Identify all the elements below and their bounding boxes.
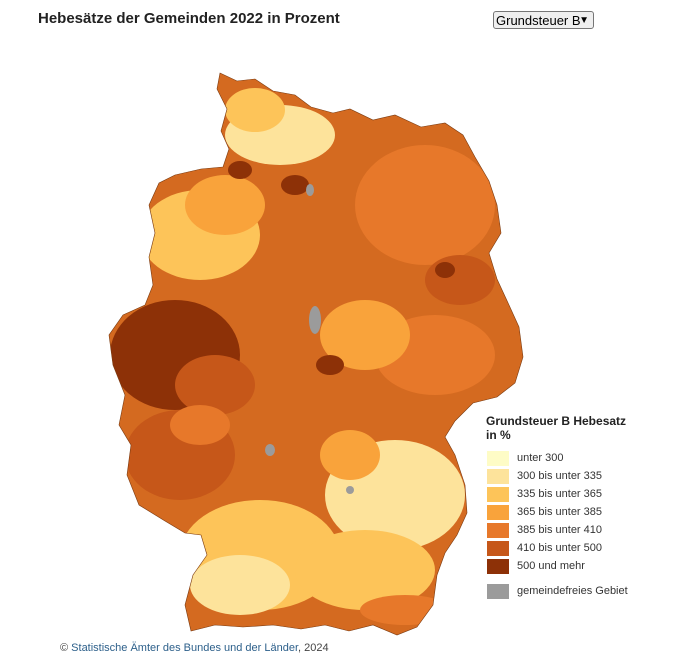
source-prefix: © — [60, 642, 72, 654]
legend-label: 410 bis unter 500 — [517, 542, 603, 554]
legend-item-gemeindefrei: gemeindefreies Gebiet — [486, 583, 666, 601]
legend-swatch — [487, 451, 509, 466]
legend-item: 410 bis unter 500 — [486, 540, 666, 558]
legend-label: gemeindefreies Gebiet — [517, 585, 628, 597]
legend-label: 335 bis unter 365 — [517, 488, 603, 500]
map-legend: Grundsteuer B Hebesatz in % unter 300 300… — [486, 414, 666, 601]
legend-swatch — [487, 505, 509, 520]
legend-label: 500 und mehr — [517, 560, 585, 572]
map-region — [281, 175, 309, 195]
map-region — [320, 300, 410, 370]
legend-swatch — [487, 541, 509, 556]
map-region — [309, 306, 321, 334]
map-region — [265, 444, 275, 456]
map-region — [360, 595, 450, 625]
map-region — [190, 555, 290, 615]
legend-label: unter 300 — [517, 452, 564, 464]
map-region — [435, 262, 455, 278]
legend-item: 385 bis unter 410 — [486, 522, 666, 540]
germany-choropleth-map — [108, 72, 524, 636]
legend-label: 385 bis unter 410 — [517, 524, 603, 536]
map-region — [225, 88, 285, 132]
map-region — [306, 184, 314, 196]
legend-swatch — [487, 487, 509, 502]
source-link[interactable]: Statistische Ämter des Bundes und der Lä… — [71, 642, 299, 654]
map-region — [175, 355, 255, 415]
map-region — [320, 430, 380, 480]
map-region — [355, 145, 495, 265]
tax-type-select[interactable]: Grundsteuer B ▼ — [493, 11, 594, 29]
legend-title: Grundsteuer B Hebesatz in % — [486, 414, 627, 442]
legend-label: 365 bis unter 385 — [517, 506, 603, 518]
map-region — [185, 175, 265, 235]
legend-item: 335 bis unter 365 — [486, 486, 666, 504]
legend-item: unter 300 — [486, 450, 666, 468]
map-region — [228, 161, 252, 179]
legend-swatch — [487, 584, 509, 599]
map-title: Hebesätze der Gemeinden 2022 in Prozent — [38, 10, 340, 27]
legend-swatch — [487, 523, 509, 538]
legend-swatch — [487, 469, 509, 484]
map-region — [170, 405, 230, 445]
legend-label: 300 bis unter 335 — [517, 470, 603, 482]
legend-item: 500 und mehr — [486, 558, 666, 576]
map-region — [425, 255, 495, 305]
map-region — [295, 530, 435, 610]
source-credit: © Statistische Ämter des Bundes und der … — [60, 642, 329, 654]
map-region — [316, 355, 344, 375]
chevron-down-icon: ▼ — [579, 15, 589, 26]
legend-item: 300 bis unter 335 — [486, 468, 666, 486]
map-region — [346, 486, 354, 494]
tax-type-select-value: Grundsteuer B — [496, 13, 581, 28]
legend-item: 365 bis unter 385 — [486, 504, 666, 522]
source-suffix: , 2024 — [298, 642, 329, 654]
legend-swatch — [487, 559, 509, 574]
